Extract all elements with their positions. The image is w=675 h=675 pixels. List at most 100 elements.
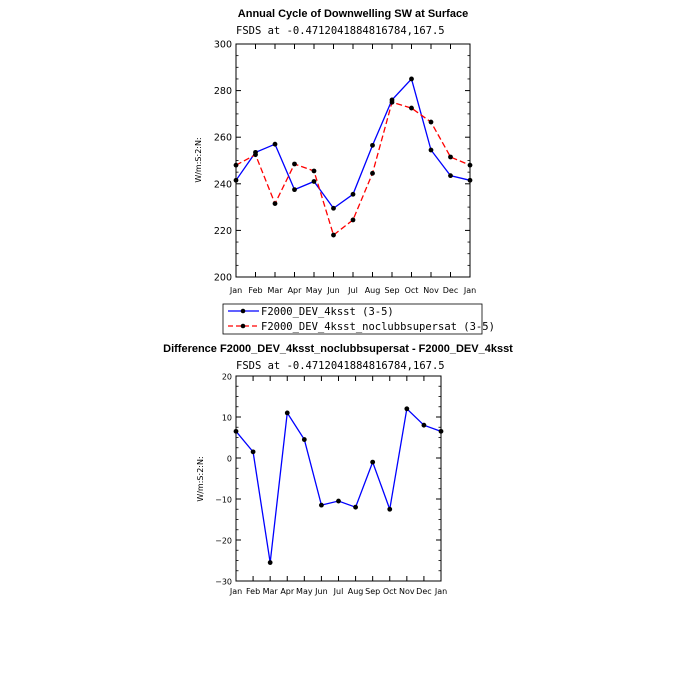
c1-series2-point [253, 152, 258, 158]
c1-xtick-label: Mar [267, 286, 283, 295]
c2-series1-point [336, 498, 341, 504]
c2-xtick-label: Jan [229, 587, 242, 596]
c1-xtick-label: Apr [288, 286, 303, 295]
c1-ytick-label: 280 [214, 86, 232, 97]
c1-xtick-label: Jun [326, 286, 340, 295]
c1-series2-point [467, 162, 473, 168]
c1-series2-point [428, 119, 434, 125]
c1-series2-point [233, 162, 239, 168]
c2-series1-point [353, 504, 358, 510]
legend-marker-series1 [240, 308, 246, 314]
c2-xtick-label: Feb [246, 587, 260, 596]
c2-ytick-label: −10 [215, 496, 232, 505]
chart1-subtitle: FSDS at -0.4712041884816784,167.5 [236, 25, 445, 37]
c1-series1-point [233, 177, 239, 183]
c2-xtick-label: Nov [399, 587, 415, 596]
c1-xtick-label: Jan [463, 286, 476, 295]
c1-xtick-label: Feb [248, 286, 262, 295]
c2-series1-point [370, 459, 376, 465]
c2-series1-point [301, 437, 307, 442]
c1-xtick-label: Jan [229, 286, 242, 295]
c2-ytick-label: 20 [222, 373, 232, 382]
c1-series2-point [272, 201, 278, 207]
c2-xtick-label: Aug [348, 587, 364, 596]
c1-series1-point [350, 191, 356, 197]
chart2-y-axis-label: W/m:S:2:N: [196, 456, 205, 501]
legend-box [222, 303, 483, 335]
chart2-plot-frame [235, 375, 442, 582]
c2-series1-point [267, 560, 273, 565]
c2-series1-point [421, 422, 427, 428]
chart1-title: Annual Cycle of Downwelling SW at Surfac… [238, 8, 468, 20]
c1-xtick-label: Dec [443, 286, 458, 295]
chart1-plot-frame [235, 43, 471, 278]
c1-series1-point [331, 205, 336, 211]
c1-xtick-label: Jul [347, 286, 358, 295]
c1-xtick-label: Sep [384, 286, 399, 295]
c2-series1-point [387, 506, 393, 512]
c1-ytick-label: 220 [214, 226, 232, 237]
chart1-y-axis-label: W/m:S:2:N: [194, 137, 203, 182]
c2-ytick-label: −20 [215, 537, 232, 546]
chart2-y-ticks: −30 −20 −10 0 10 20 [215, 373, 441, 587]
c2-xtick-label: Jan [434, 587, 447, 596]
c1-series2-point [311, 168, 317, 174]
c1-series1-point [370, 142, 375, 148]
c2-xtick-label: Oct [383, 587, 397, 596]
chart1-legend: F2000_DEV_4ksst (3-5) F2000_DEV_4ksst_no… [222, 303, 495, 335]
chart-difference: Difference F2000_DEV_4ksst_noclubbsupers… [163, 343, 513, 596]
c2-series-line-1 [235, 407, 442, 563]
c1-series2-point [331, 232, 336, 238]
c1-series1-point [311, 179, 317, 184]
legend-marker-series2 [240, 323, 246, 329]
c2-series1-point [233, 428, 239, 434]
c2-xtick-label: Jun [314, 587, 328, 596]
c1-series1-point [428, 147, 434, 153]
chart2-series [233, 406, 444, 565]
c2-series1-point [404, 406, 410, 412]
c1-series2-point [292, 161, 297, 167]
c1-series2-point [350, 217, 356, 223]
c1-series2-point [370, 170, 375, 176]
c2-ytick-label: −30 [215, 578, 232, 587]
c1-series1-point [272, 141, 278, 147]
c2-series1-point [319, 502, 324, 508]
c1-ytick-label: 200 [214, 273, 232, 284]
chart2-x-ticks: Jan Feb Mar Apr May Jun Jul Aug Sep Oct Nov Dec Jan [229, 376, 447, 596]
legend-label-series1: F2000_DEV_4ksst (3-5) [261, 306, 394, 318]
c2-xtick-label: Jul [333, 587, 344, 596]
c1-xtick-label: May [306, 286, 323, 295]
c2-series1-point [250, 449, 256, 455]
c1-series1-point [448, 173, 453, 179]
c2-series1-point [438, 428, 444, 434]
c1-series2-point [389, 99, 395, 105]
c1-series1-point [292, 187, 297, 193]
chart1-x-ticks: Jan Feb Mar Apr May Jun Jul Aug Sep Oct Nov Dec Jan [229, 44, 476, 295]
c1-series2-point [448, 154, 453, 160]
c1-ytick-label: 240 [214, 179, 232, 190]
c1-xtick-label: Oct [405, 286, 419, 295]
chart2-title: Difference F2000_DEV_4ksst_noclubbsupers… [163, 343, 513, 355]
c2-xtick-label: Dec [416, 587, 431, 596]
c1-series1-point [467, 177, 473, 183]
c1-series-line-2 [235, 101, 471, 237]
c1-ytick-label: 260 [214, 133, 232, 144]
c1-xtick-label: Aug [365, 286, 381, 295]
chart2-subtitle: FSDS at -0.4712041884816784,167.5 [236, 360, 445, 372]
c1-xtick-label: Nov [423, 286, 439, 295]
c2-series1-point [284, 410, 290, 416]
c1-series2-point [409, 105, 414, 111]
chart1-series [233, 76, 473, 238]
c2-xtick-label: May [296, 587, 313, 596]
c2-xtick-label: Apr [280, 587, 295, 596]
c1-series-line-1 [235, 77, 471, 210]
chart1-y-ticks: 200 220 240 260 280 300 [214, 40, 470, 284]
chart-annual-cycle: Annual Cycle of Downwelling SW at Surfac… [194, 8, 495, 335]
c1-ytick-label: 300 [214, 40, 232, 51]
c2-ytick-label: 10 [222, 414, 232, 423]
c2-ytick-label: 0 [227, 455, 232, 464]
c1-series1-point [409, 76, 414, 82]
c2-xtick-label: Mar [263, 587, 279, 596]
c2-xtick-label: Sep [365, 587, 380, 596]
